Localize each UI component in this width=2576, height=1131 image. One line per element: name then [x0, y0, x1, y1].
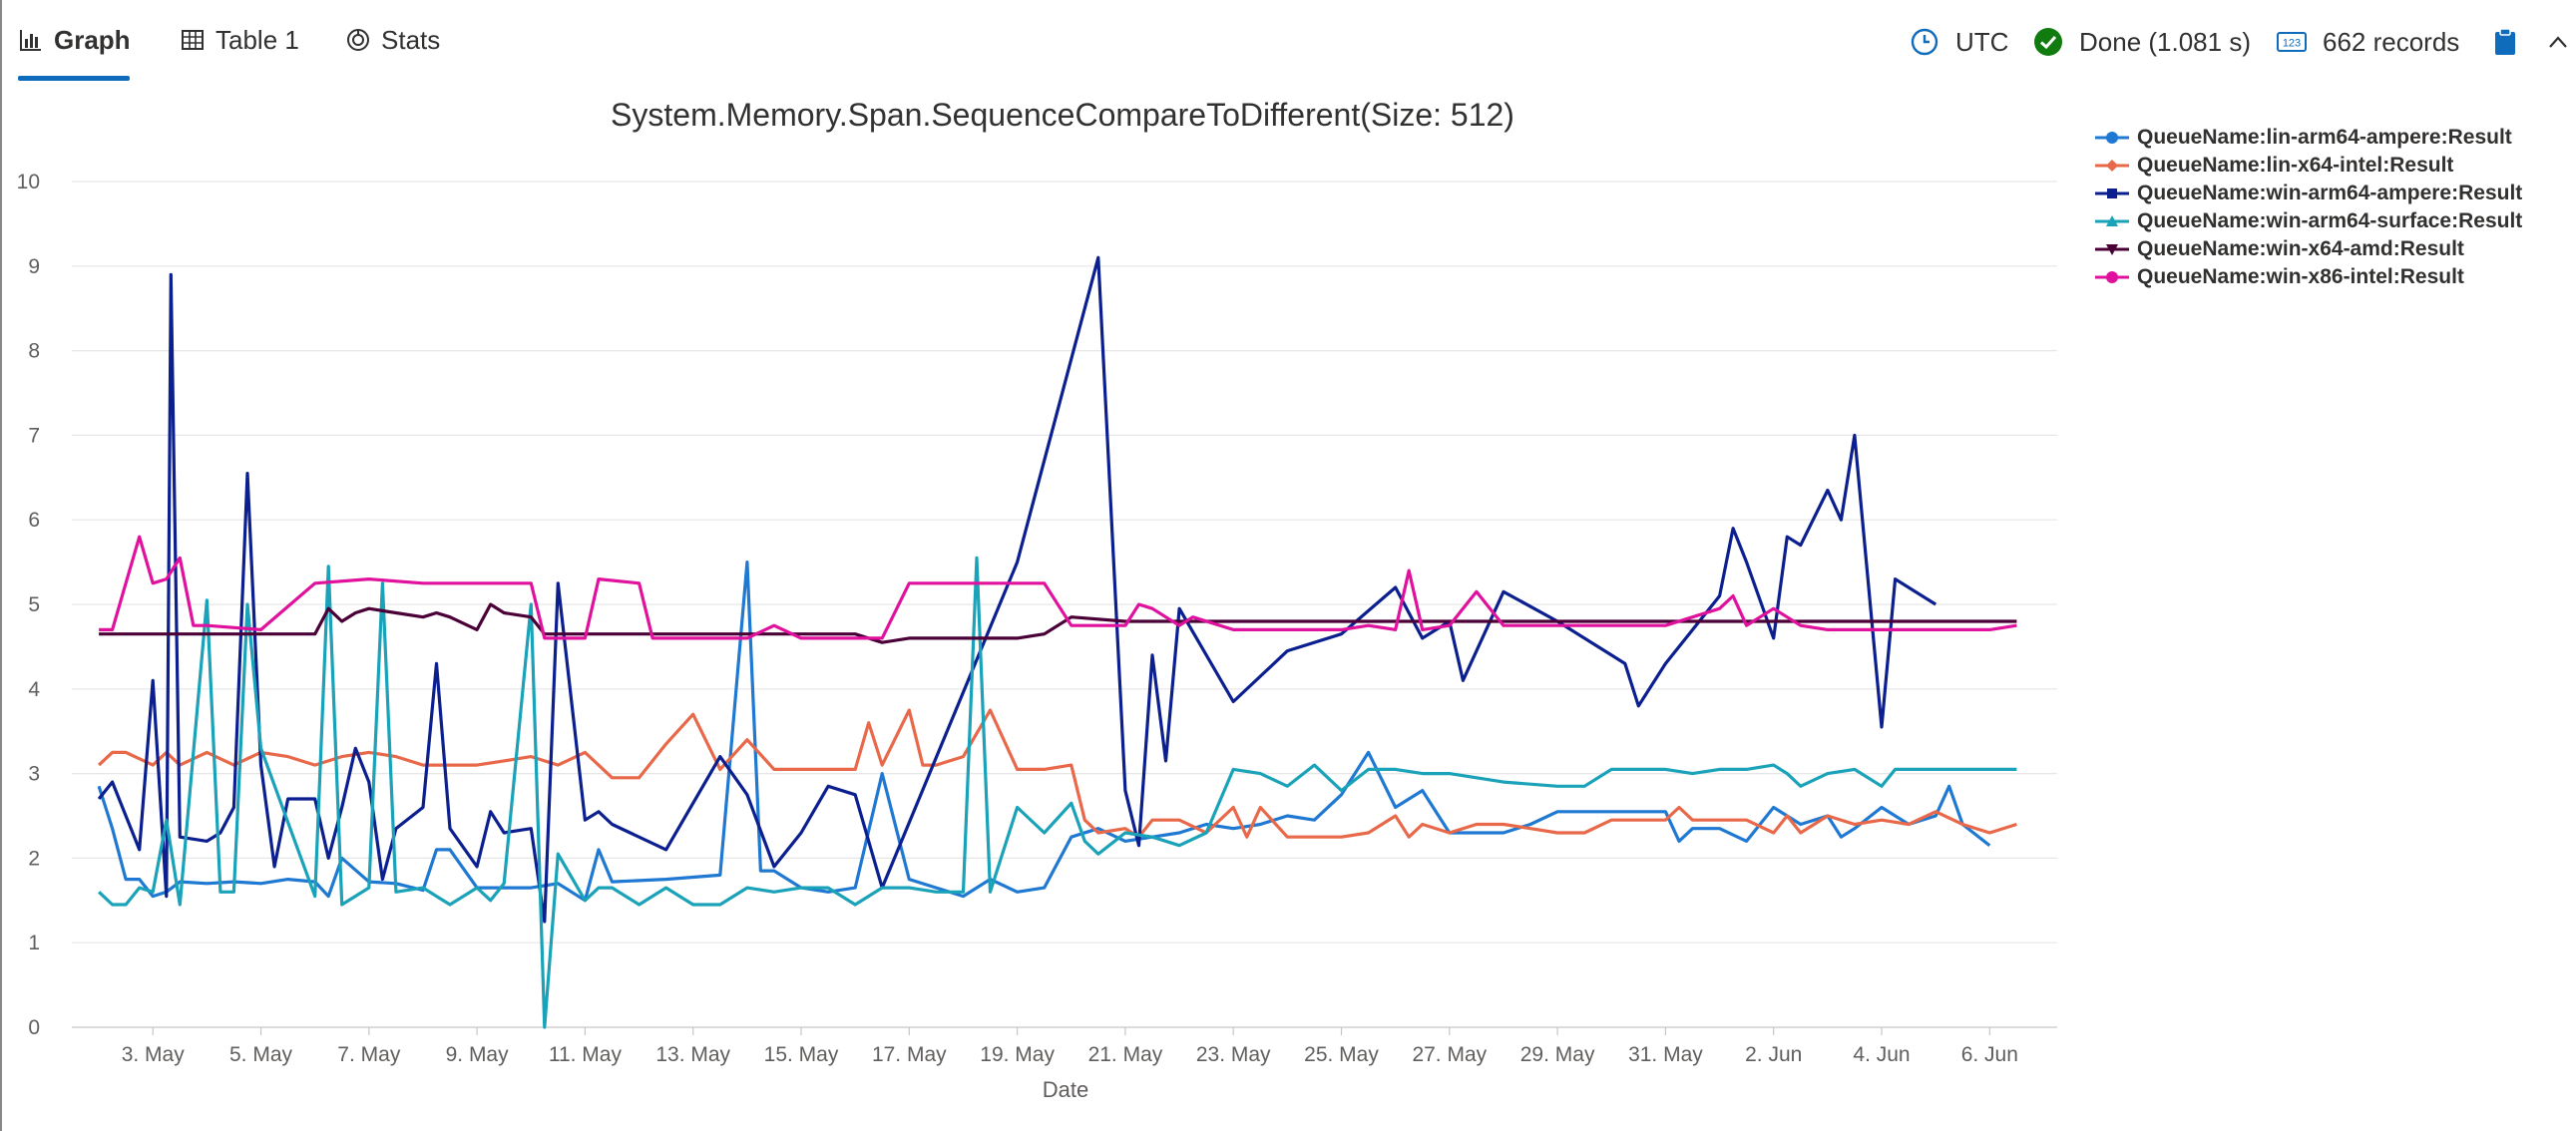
- y-tick-label: 6: [28, 509, 40, 532]
- y-tick-label: 4: [28, 678, 40, 701]
- legend-item[interactable]: QueueName:lin-arm64-ampere:Result: [2095, 124, 2522, 152]
- legend-item[interactable]: QueueName:win-arm64-surface:Result: [2095, 207, 2522, 235]
- legend-label: QueueName:lin-arm64-ampere:Result: [2137, 126, 2512, 149]
- tab-stats[interactable]: Stats: [345, 18, 440, 62]
- tab-table-1-label: Table 1: [215, 24, 299, 55]
- x-tick-label: 25. May: [1304, 1043, 1379, 1066]
- x-tick-label: 19. May: [980, 1043, 1055, 1066]
- left-border: [0, 0, 2, 1131]
- series-line: [98, 708, 2017, 839]
- legend-marker: [2095, 160, 2129, 172]
- record-count-label: 662 records: [2323, 26, 2460, 57]
- svg-text:123: 123: [2283, 38, 2301, 50]
- query-status: Done (1.081 s): [2033, 22, 2251, 62]
- legend-marker: [2095, 132, 2129, 144]
- x-axis: 3. May 5. May 7. May 9. May 11. May 13. May 15…: [122, 1027, 2018, 1066]
- x-tick-label: 6. Jun: [1961, 1043, 2018, 1066]
- tab-graph-label: Graph: [54, 24, 131, 55]
- x-tick-label: 29. May: [1520, 1043, 1595, 1066]
- x-tick-label: 31. May: [1628, 1043, 1703, 1066]
- y-tick-label: 5: [28, 593, 40, 616]
- x-tick-label: 2. Jun: [1745, 1043, 1802, 1066]
- tab-stats-label: Stats: [381, 24, 441, 55]
- y-tick-label: 1: [28, 932, 40, 954]
- bar-chart-icon: [18, 27, 44, 53]
- legend-item[interactable]: QueueName:win-x64-amd:Result: [2095, 235, 2522, 263]
- x-tick-label: 13. May: [655, 1043, 730, 1066]
- y-tick-label: 3: [28, 763, 40, 786]
- series-line: [98, 556, 2017, 1029]
- query-status-label: Done (1.081 s): [2079, 26, 2251, 57]
- x-tick-label: 27. May: [1412, 1043, 1487, 1066]
- y-axis-ticks: 0 1 2 3 4 5 6 7 8 9 10: [17, 171, 41, 1039]
- timezone-status[interactable]: UTC: [1910, 22, 2008, 62]
- series-line: [99, 535, 2017, 640]
- tab-graph[interactable]: Graph: [18, 18, 131, 62]
- legend-label: QueueName:win-x64-amd:Result: [2137, 237, 2464, 260]
- x-tick-label: 23. May: [1196, 1043, 1271, 1066]
- x-tick-label: 15. May: [764, 1043, 839, 1066]
- y-tick-label: 0: [28, 1016, 40, 1039]
- copy-button[interactable]: [2490, 22, 2520, 62]
- legend-item[interactable]: QueueName:win-arm64-ampere:Result: [2095, 180, 2522, 207]
- stats-icon: [345, 27, 371, 53]
- table-icon: [180, 27, 206, 53]
- x-tick-label: 11. May: [549, 1043, 623, 1066]
- active-tab-indicator: [18, 76, 130, 81]
- x-tick-label: 21. May: [1088, 1043, 1163, 1066]
- collapse-button[interactable]: [2546, 22, 2572, 62]
- legend-marker: [2095, 271, 2129, 283]
- legend-marker: [2095, 244, 2129, 255]
- x-axis-title: Date: [1043, 1077, 1088, 1102]
- y-tick-label: 7: [28, 424, 40, 447]
- x-tick-label: 3. May: [122, 1043, 186, 1066]
- timezone-label: UTC: [1955, 26, 2009, 57]
- line-chart: System.Memory.Span.SequenceCompareToDiff…: [17, 97, 2057, 1102]
- legend-label: QueueName:win-arm64-surface:Result: [2137, 209, 2523, 232]
- x-tick-label: 7. May: [337, 1043, 401, 1066]
- y-tick-label: 2: [28, 847, 40, 870]
- legend-label: QueueName:lin-x64-intel:Result: [2137, 154, 2454, 177]
- chart-legend: QueueName:lin-arm64-ampere:Result QueueNa…: [2095, 124, 2522, 291]
- chart-series: [97, 255, 2017, 1029]
- legend-label: QueueName:win-x86-intel:Result: [2137, 265, 2464, 288]
- legend-label: QueueName:win-arm64-ampere:Result: [2137, 182, 2523, 204]
- series-line: [99, 602, 2017, 644]
- legend-marker: [2095, 215, 2129, 226]
- x-tick-label: 17. May: [872, 1043, 947, 1066]
- record-count: 123 662 records: [2277, 22, 2459, 62]
- x-tick-label: 4. Jun: [1853, 1043, 1910, 1066]
- results-toolbar: Graph Table 1 Stats UTC Done (1.081 s) 1…: [0, 0, 2576, 84]
- clock-icon: [1910, 27, 1939, 57]
- chevron-up-icon: [2546, 27, 2570, 57]
- legend-marker: [2095, 188, 2129, 198]
- checkmark-circle-icon: [2033, 27, 2063, 57]
- x-tick-label: 9. May: [446, 1043, 510, 1066]
- number-icon: 123: [2277, 27, 2307, 57]
- y-tick-label: 10: [17, 171, 40, 193]
- tab-table-1[interactable]: Table 1: [180, 18, 299, 62]
- chart-title: System.Memory.Span.SequenceCompareToDiff…: [611, 97, 1514, 133]
- legend-item[interactable]: QueueName:lin-x64-intel:Result: [2095, 152, 2522, 180]
- x-tick-label: 5. May: [229, 1043, 293, 1066]
- legend-item[interactable]: QueueName:win-x86-intel:Result: [2095, 263, 2522, 291]
- gridlines: [72, 181, 2057, 1028]
- series-line: [97, 255, 1937, 924]
- clipboard-icon: [2490, 27, 2520, 57]
- y-tick-label: 9: [28, 255, 40, 278]
- y-tick-label: 8: [28, 340, 40, 363]
